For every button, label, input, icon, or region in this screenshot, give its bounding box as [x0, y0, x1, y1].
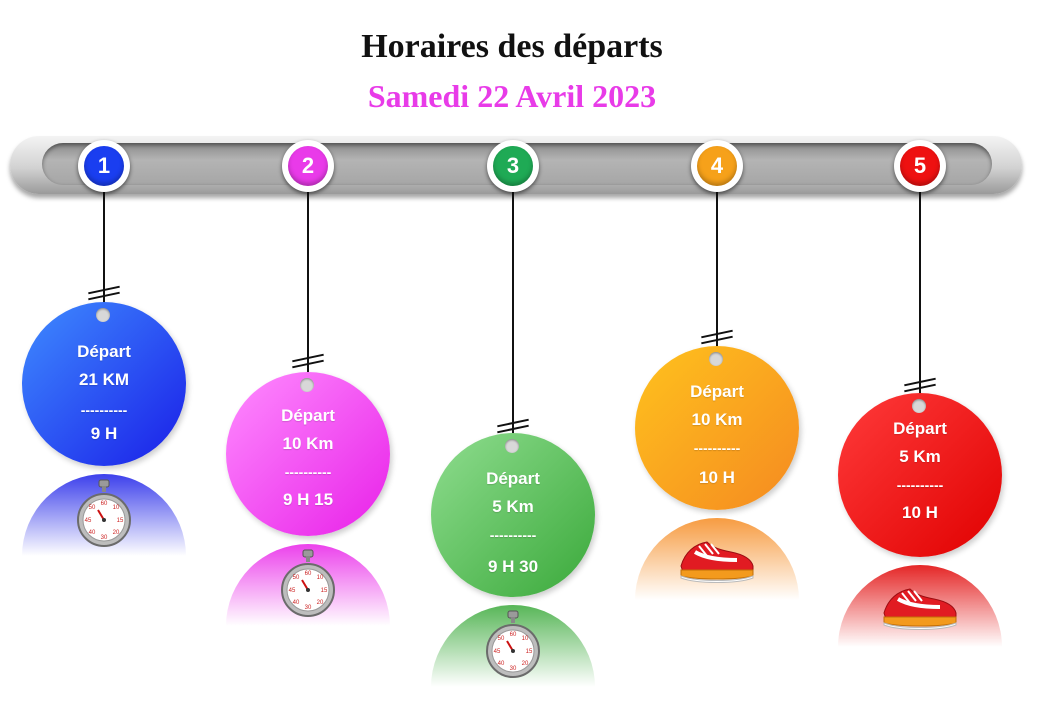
step-number-badge: 3 — [487, 140, 539, 192]
hang-hole — [709, 352, 723, 366]
stopwatch-icon: 60 10 15 20 30 40 45 50 — [485, 609, 541, 681]
svg-text:60: 60 — [510, 632, 517, 638]
svg-text:10: 10 — [113, 505, 120, 511]
svg-text:20: 20 — [113, 530, 120, 536]
departure-label: Départ — [281, 406, 335, 425]
departure-separator: ---------- — [284, 464, 332, 480]
svg-text:15: 15 — [526, 649, 533, 655]
svg-text:40: 40 — [89, 530, 96, 536]
departure-separator: ---------- — [693, 440, 741, 456]
departure-distance: 5 Km — [492, 497, 534, 516]
departure-disc: Départ 5 Km ---------- 9 H 30 — [431, 433, 595, 597]
hanging-string — [512, 190, 514, 443]
hanging-string — [307, 190, 309, 382]
departure-distance: 21 KM — [78, 370, 130, 389]
step-number: 4 — [697, 146, 737, 186]
departure-time: 9 H — [90, 424, 118, 443]
svg-text:30: 30 — [101, 535, 108, 541]
hanging-string — [716, 190, 718, 356]
svg-text:15: 15 — [321, 588, 328, 594]
departure-time: 10 H — [902, 503, 938, 522]
hanging-string — [103, 190, 105, 312]
svg-text:20: 20 — [317, 600, 324, 606]
svg-text:50: 50 — [89, 505, 96, 511]
page-title: Horaires des départs — [361, 28, 663, 65]
departure-label: Départ — [77, 342, 131, 361]
svg-text:45: 45 — [289, 588, 296, 594]
departure-disc: Départ 21 KM ---------- 9 H — [22, 302, 186, 466]
svg-text:30: 30 — [305, 605, 312, 611]
step-number: 5 — [900, 146, 940, 186]
step-number-badge: 1 — [78, 140, 130, 192]
svg-text:30: 30 — [510, 666, 517, 672]
departure-label: Départ — [486, 469, 540, 488]
svg-text:45: 45 — [494, 649, 501, 655]
step-number-badge: 5 — [894, 140, 946, 192]
stopwatch-icon: 60 10 15 20 30 40 45 50 — [280, 548, 336, 620]
departure-separator: ---------- — [80, 402, 128, 418]
svg-text:50: 50 — [293, 575, 300, 581]
departure-time: 10 H — [699, 468, 735, 487]
svg-text:40: 40 — [498, 661, 505, 667]
hang-hole — [300, 378, 314, 392]
page-subtitle: Samedi 22 Avril 2023 — [367, 78, 657, 114]
svg-text:15: 15 — [117, 518, 124, 524]
departure-separator: ---------- — [489, 527, 537, 543]
step-number-badge: 4 — [691, 140, 743, 192]
sneaker-icon — [880, 577, 960, 633]
svg-text:60: 60 — [101, 501, 108, 507]
departure-time: 9 H 30 — [487, 557, 539, 576]
svg-text:20: 20 — [522, 661, 529, 667]
departure-disc: Départ 5 Km ---------- 10 H — [838, 393, 1002, 557]
svg-text:40: 40 — [293, 600, 300, 606]
hanging-string — [919, 190, 921, 403]
step-number: 2 — [288, 146, 328, 186]
departure-distance: 5 Km — [899, 447, 941, 466]
step-number: 1 — [84, 146, 124, 186]
svg-text:10: 10 — [522, 636, 529, 642]
step-number: 3 — [493, 146, 533, 186]
departure-label: Départ — [690, 382, 744, 401]
step-number-badge: 2 — [282, 140, 334, 192]
svg-text:45: 45 — [85, 518, 92, 524]
stopwatch-icon: 60 10 15 20 30 40 45 50 — [76, 478, 132, 550]
sneaker-icon — [677, 530, 757, 586]
departure-label: Départ — [893, 419, 947, 438]
hang-hole — [912, 399, 926, 413]
svg-text:60: 60 — [305, 571, 312, 577]
departure-distance: 10 Km — [282, 434, 334, 453]
hang-hole — [96, 308, 110, 322]
svg-text:50: 50 — [498, 636, 505, 642]
departure-disc: Départ 10 Km ---------- 10 H — [635, 346, 799, 510]
departure-separator: ---------- — [896, 477, 944, 493]
departure-time: 9 H 15 — [282, 490, 334, 509]
svg-text:10: 10 — [317, 575, 324, 581]
departure-disc: Départ 10 Km ---------- 9 H 15 — [226, 372, 390, 536]
hang-hole — [505, 439, 519, 453]
departure-distance: 10 Km — [691, 410, 743, 429]
